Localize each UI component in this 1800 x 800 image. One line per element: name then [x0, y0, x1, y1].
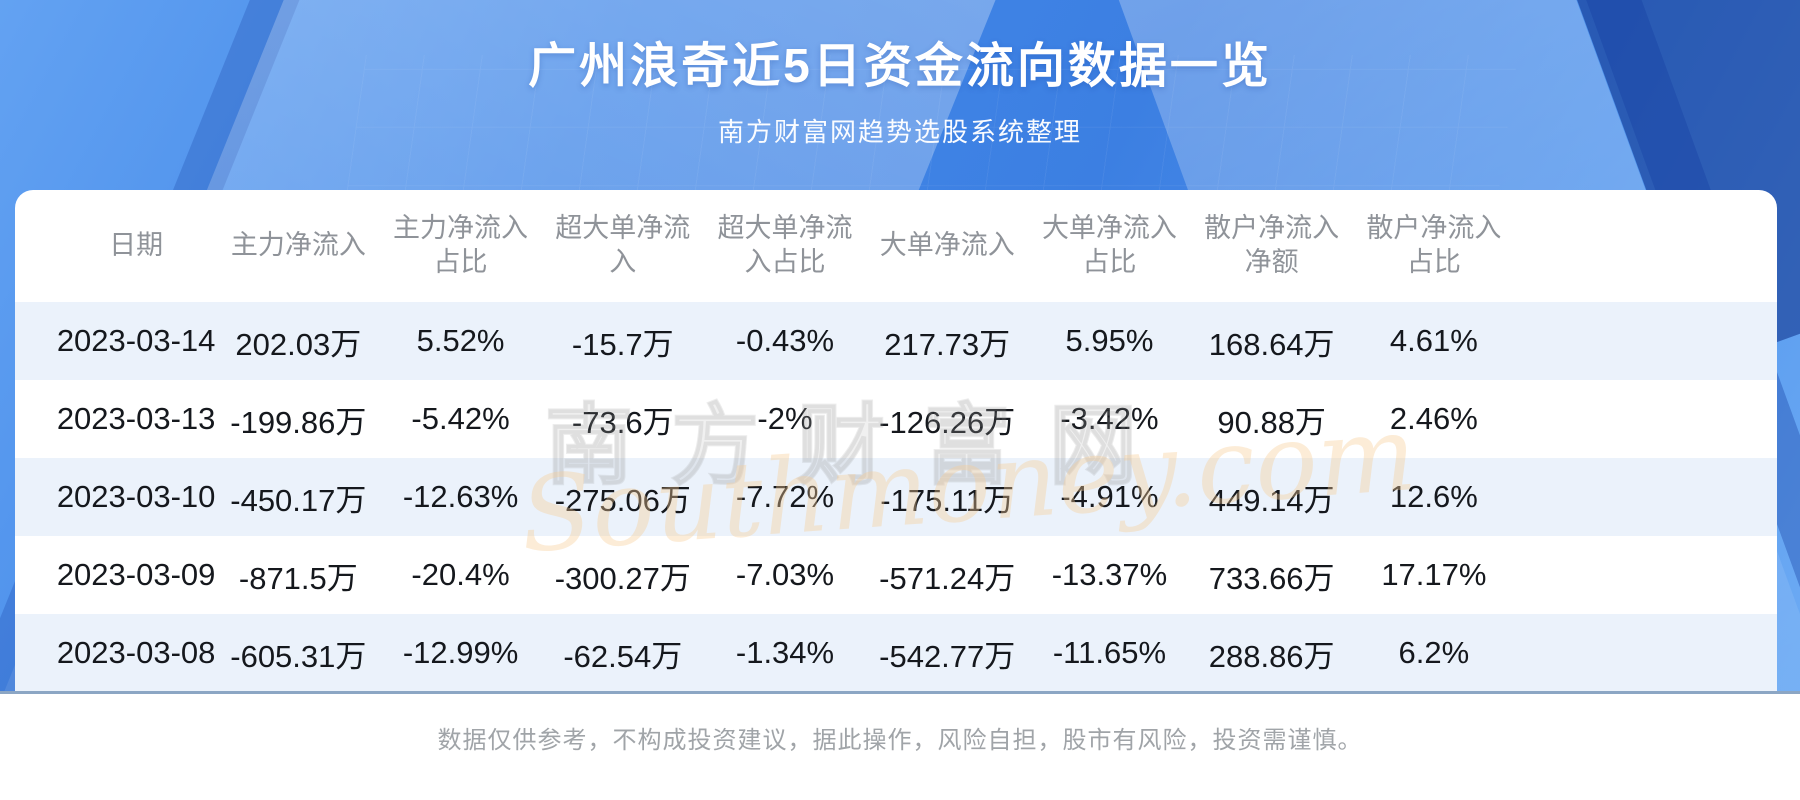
table-row: 2023-03-10 -450.17万 -12.63% -275.06万 -7.72% -… — [15, 458, 1777, 536]
table-cell-value: -0.43% — [735, 323, 835, 358]
table-cell-value: -7.03% — [735, 557, 835, 592]
table-cell-value: -126.26万 — [879, 404, 1016, 440]
table-cell-value: -13.37% — [1051, 557, 1168, 592]
table-cell-value: -605.31万 — [230, 638, 367, 674]
table-cell-value: 5.95% — [1065, 323, 1154, 358]
table-cell-value: 449.14万 — [1208, 482, 1335, 518]
table-cell-value: -5.42% — [411, 401, 510, 436]
table-cell-value: -1.34% — [735, 635, 835, 670]
table-cell-value: -542.77万 — [879, 638, 1016, 674]
table-cell-value: -62.54万 — [563, 638, 683, 674]
table-cell-value: 288.86万 — [1208, 638, 1335, 674]
table-header-cell: 超大单净流 入 — [555, 213, 691, 277]
table-cell-value: 202.03万 — [235, 326, 362, 362]
table-header-cell: 大单净流入 占比 — [1041, 213, 1177, 277]
table-header-cell: 主力净流入 — [230, 230, 366, 261]
table-cell-value: -3.42% — [1060, 401, 1159, 436]
table-cell-value: 168.64万 — [1208, 326, 1335, 362]
table-cell-value: -4.91% — [1060, 479, 1159, 514]
table-header-cell: 大单净流入 — [879, 230, 1015, 261]
table-cell-value: -871.5万 — [238, 560, 358, 596]
data-table-card: 日期 主力净流入 主力净流入 占比 超大单净流 入超大单净流 入占比 大单净流入 大单净流… — [15, 190, 1777, 692]
table-header-cell: 散户净流入 占比 — [1366, 213, 1502, 277]
table-cell-value: 90.88万 — [1217, 404, 1326, 440]
table-cell-value: 4.61% — [1389, 323, 1478, 358]
table-header-row: 日期 主力净流入 主力净流入 占比 超大单净流 入超大单净流 入占比 大单净流入 大单净流… — [15, 190, 1777, 302]
table-cell-value: -450.17万 — [230, 482, 367, 518]
table-row: 2023-03-08 -605.31万 -12.99% -62.54万 -1.34% -5… — [15, 614, 1777, 692]
table-cell-value: -20.4% — [411, 557, 510, 592]
table-cell-date: 2023-03-14 — [56, 323, 216, 358]
table-cell-value: 2.46% — [1389, 401, 1478, 436]
table-cell-date: 2023-03-10 — [56, 479, 216, 514]
table-cell-value: 12.6% — [1389, 479, 1478, 514]
table-body: 2023-03-14 202.03万 5.52% -15.7万 -0.43% 217.73… — [15, 302, 1777, 692]
table-header-cell: 散户净流入 净额 — [1204, 213, 1340, 277]
table-cell-value: -300.27万 — [554, 560, 691, 596]
table-cell-date: 2023-03-09 — [56, 557, 216, 592]
table-cell-value: -12.63% — [402, 479, 519, 514]
table-cell-value: -7.72% — [735, 479, 835, 514]
table-cell-value: 17.17% — [1381, 557, 1487, 592]
table-cell-value: -571.24万 — [879, 560, 1016, 596]
bottom-divider — [0, 691, 1800, 694]
table-cell-value: 6.2% — [1398, 635, 1470, 670]
table-cell-value: -175.11万 — [880, 482, 1015, 518]
table-cell-value: -199.86万 — [230, 404, 367, 440]
disclaimer-text: 数据仅供参考，不构成投资建议，据此操作，风险自担，股市有风险，投资需谨慎。 — [437, 727, 1363, 754]
table-header-cell: 主力净流入 占比 — [393, 213, 529, 277]
table-cell-value: -2% — [757, 401, 813, 436]
table-row: 2023-03-14 202.03万 5.52% -15.7万 -0.43% 217.73… — [15, 302, 1777, 380]
table-cell-value: -275.06万 — [554, 482, 691, 518]
table-cell-value: -15.7万 — [571, 326, 674, 362]
table-cell-value: 5.52% — [416, 323, 505, 358]
table-cell-date: 2023-03-08 — [56, 635, 216, 670]
page-subtitle: 南方财富网趋势选股系统整理 — [717, 117, 1082, 147]
table-cell-date: 2023-03-13 — [56, 401, 216, 436]
table-cell-value: -12.99% — [402, 635, 519, 670]
table-cell-value: -11.65% — [1052, 635, 1167, 670]
table-row: 2023-03-09 -871.5万 -20.4% -300.27万 -7.03% -57… — [15, 536, 1777, 614]
table-header-cell: 日期 — [109, 230, 164, 261]
table-row: 2023-03-13 -199.86万 -5.42% -73.6万 -2% -126.26… — [15, 380, 1777, 458]
table-header-cell: 超大单净流 入占比 — [717, 213, 853, 277]
page-title: 广州浪奇近5日资金流向数据一览 — [528, 40, 1272, 93]
table-cell-value: 217.73万 — [884, 326, 1011, 362]
table-cell-value: -73.6万 — [571, 404, 674, 440]
table-cell-value: 733.66万 — [1208, 560, 1335, 596]
